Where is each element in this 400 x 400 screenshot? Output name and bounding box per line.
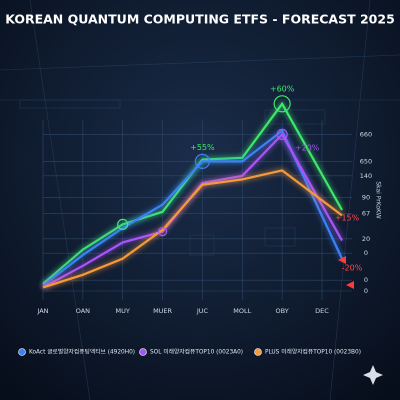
series-line xyxy=(42,101,343,285)
point-marker xyxy=(276,128,288,140)
x-tick-label: MUY xyxy=(116,307,130,315)
annotation: -20% xyxy=(342,264,363,273)
y-tick-label: 660 xyxy=(360,130,372,138)
point-marker xyxy=(117,218,129,230)
y-tick-label: 140 xyxy=(360,172,372,180)
x-tick-label: MUER xyxy=(153,307,172,315)
sparkle-icon xyxy=(363,365,383,385)
x-tick-label: JAN xyxy=(36,307,48,315)
y-tick-label: 90 xyxy=(362,193,370,201)
legend-swatch xyxy=(139,348,147,356)
series-line xyxy=(42,129,343,287)
annotation: +15% xyxy=(335,214,360,223)
legend-label: PLUS 미래양자컴퓨TOP10 (0023B0) xyxy=(265,348,361,356)
y-axis-label: Skai PrKoKW xyxy=(375,181,382,218)
y-tick-label: 650 xyxy=(360,157,372,165)
legend-label: SOL 미래양자컴퓨TOP10 (0023A0) xyxy=(150,348,243,356)
y-tick-label: 0 xyxy=(364,249,368,257)
warning-icon xyxy=(338,256,346,264)
legend-label: KoAct 글로벌양자컴퓨팅액티브 (4920H0) xyxy=(29,348,135,356)
chart-title: KOREAN QUANTUM COMPUTING ETFS - FORECAST… xyxy=(5,12,395,27)
x-tick-label: DEC xyxy=(315,307,329,315)
x-tick-label: MOLL xyxy=(233,307,251,315)
x-tick-label: JUC xyxy=(196,307,209,315)
y-tick-label: 20 xyxy=(362,235,370,243)
point-marker xyxy=(157,227,168,237)
point-marker xyxy=(273,95,291,113)
y-tick-label: 0 xyxy=(364,276,368,284)
annotation: +20% xyxy=(295,144,320,153)
warning-icon xyxy=(346,281,354,289)
legend-swatch xyxy=(254,348,262,356)
x-tick-label: OAN xyxy=(76,307,90,315)
point-marker xyxy=(194,153,211,169)
annotation: +55% xyxy=(190,143,215,152)
y-tick-label: 67 xyxy=(362,210,370,218)
x-tick-label: OBY xyxy=(276,307,289,315)
annotation: +60% xyxy=(270,84,295,93)
series-line xyxy=(42,169,343,289)
y-tick-label: 0 xyxy=(364,287,368,295)
legend-swatch xyxy=(18,348,26,356)
